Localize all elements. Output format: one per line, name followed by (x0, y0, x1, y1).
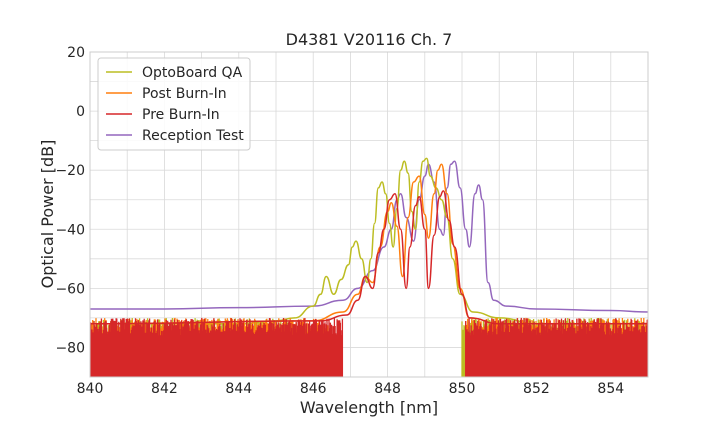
y-tick-label: −20 (55, 163, 85, 179)
chart-title: D4381 V20116 Ch. 7 (286, 30, 453, 49)
x-tick-label: 840 (77, 381, 104, 397)
x-tick-label: 842 (151, 381, 178, 397)
y-tick-label: 0 (76, 104, 85, 120)
series-line (90, 160, 648, 313)
x-tick-label: 850 (449, 381, 476, 397)
series-layer (90, 157, 648, 377)
series-line (90, 163, 648, 325)
x-tick-label: 848 (374, 381, 401, 397)
legend-label: Reception Test (142, 128, 244, 144)
series-line (90, 157, 648, 325)
plot-frame (89, 51, 649, 378)
legend: OptoBoard QA Post Burn-In Pre Burn-In Recep… (97, 57, 251, 151)
x-tick-label: 844 (225, 381, 252, 397)
y-tick-label: −40 (55, 222, 85, 238)
x-tick-label: 854 (597, 381, 624, 397)
legend-label: OptoBoard QA (142, 65, 243, 81)
series-line (90, 190, 648, 325)
series-pre-burn-in (90, 190, 648, 377)
legend-label: Post Burn-In (142, 86, 227, 102)
x-tick-label: 846 (300, 381, 327, 397)
x-axis-label: Wavelength [nm] (300, 398, 438, 417)
legend-box (97, 57, 251, 151)
y-tick-label: −80 (55, 340, 85, 356)
series-reception-test (90, 160, 648, 313)
x-tick-label: 852 (523, 381, 550, 397)
plot-area (89, 51, 649, 378)
y-tick-labels: −80 −60 −40 −20 0 20 (55, 45, 85, 356)
x-tick-labels: 840 842 844 846 848 850 852 854 (77, 381, 625, 397)
legend-label: Pre Burn-In (142, 107, 220, 123)
y-axis-label: Optical Power [dB] (38, 140, 57, 289)
noise-floor (90, 317, 648, 377)
y-tick-label: −60 (55, 281, 85, 297)
y-tick-label: 20 (67, 45, 85, 61)
